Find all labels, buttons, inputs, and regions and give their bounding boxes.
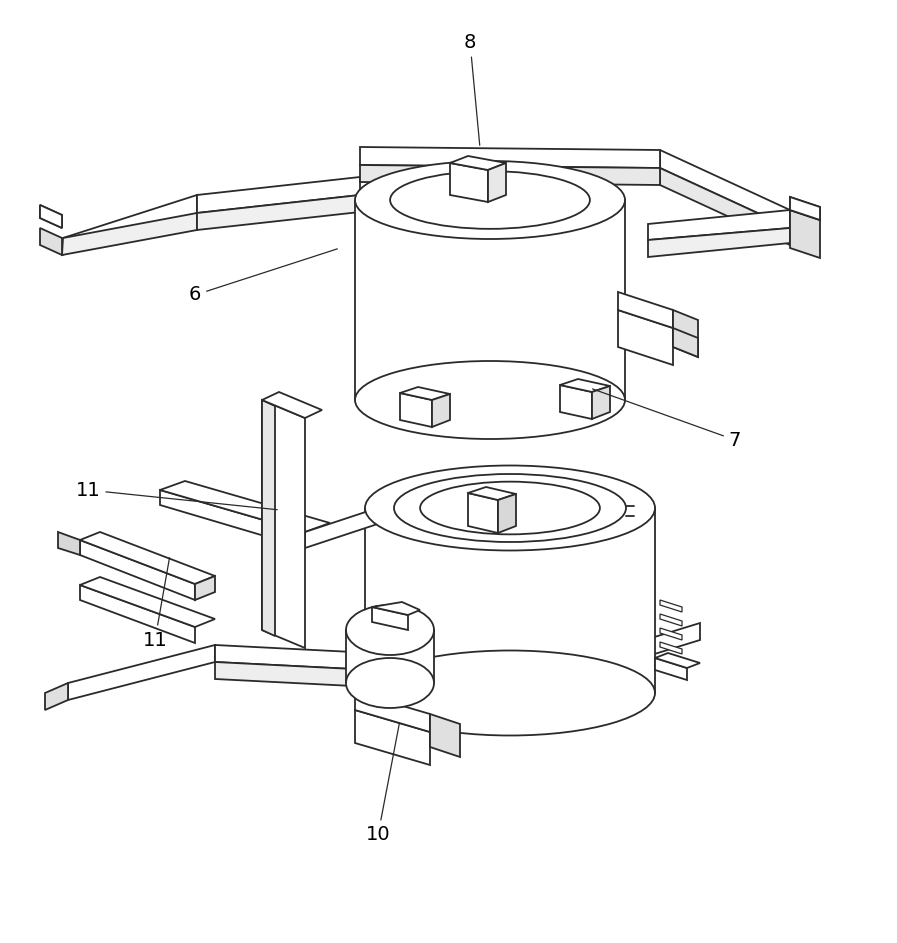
Polygon shape xyxy=(45,683,68,710)
Polygon shape xyxy=(660,150,790,228)
Ellipse shape xyxy=(346,658,434,708)
Polygon shape xyxy=(655,653,700,668)
Polygon shape xyxy=(570,623,700,680)
Polygon shape xyxy=(790,197,820,220)
Polygon shape xyxy=(673,310,698,357)
Polygon shape xyxy=(400,387,450,400)
Polygon shape xyxy=(618,310,673,365)
Polygon shape xyxy=(40,205,62,228)
Polygon shape xyxy=(372,602,420,615)
Polygon shape xyxy=(40,205,62,228)
Polygon shape xyxy=(372,607,408,630)
Polygon shape xyxy=(790,197,820,220)
Polygon shape xyxy=(346,625,434,685)
Polygon shape xyxy=(673,328,698,357)
Ellipse shape xyxy=(420,482,600,535)
Polygon shape xyxy=(498,494,516,533)
Polygon shape xyxy=(468,493,498,533)
Polygon shape xyxy=(355,710,430,765)
Polygon shape xyxy=(262,400,305,648)
Polygon shape xyxy=(305,494,420,548)
Polygon shape xyxy=(450,156,506,170)
Polygon shape xyxy=(58,532,80,555)
Polygon shape xyxy=(660,628,682,640)
Polygon shape xyxy=(68,645,215,700)
Polygon shape xyxy=(560,385,592,419)
Polygon shape xyxy=(215,645,570,680)
Polygon shape xyxy=(660,168,790,245)
Polygon shape xyxy=(430,714,460,757)
Polygon shape xyxy=(262,400,275,636)
Polygon shape xyxy=(618,292,673,328)
Polygon shape xyxy=(560,379,610,392)
Polygon shape xyxy=(215,662,570,697)
Polygon shape xyxy=(360,147,660,168)
Polygon shape xyxy=(790,210,820,258)
Ellipse shape xyxy=(355,161,625,239)
Polygon shape xyxy=(468,487,516,500)
Polygon shape xyxy=(355,200,625,400)
Polygon shape xyxy=(197,177,360,213)
Polygon shape xyxy=(660,614,682,626)
Text: 11: 11 xyxy=(143,557,170,650)
Polygon shape xyxy=(160,481,330,532)
Text: 8: 8 xyxy=(464,32,480,145)
Ellipse shape xyxy=(346,605,434,655)
Polygon shape xyxy=(488,163,506,202)
Polygon shape xyxy=(655,658,687,680)
Polygon shape xyxy=(195,576,215,600)
Polygon shape xyxy=(400,393,432,427)
Polygon shape xyxy=(62,195,197,255)
Polygon shape xyxy=(648,210,790,240)
Polygon shape xyxy=(40,228,62,255)
Ellipse shape xyxy=(390,171,590,229)
Text: 7: 7 xyxy=(593,389,741,450)
Polygon shape xyxy=(432,394,450,427)
Polygon shape xyxy=(80,540,195,600)
Text: 6: 6 xyxy=(188,249,337,305)
Polygon shape xyxy=(160,490,305,548)
Polygon shape xyxy=(660,600,682,612)
Polygon shape xyxy=(62,213,197,255)
Text: 10: 10 xyxy=(366,722,399,845)
Polygon shape xyxy=(80,577,215,627)
Polygon shape xyxy=(80,532,215,584)
Ellipse shape xyxy=(365,466,655,551)
Ellipse shape xyxy=(394,474,626,542)
Ellipse shape xyxy=(365,651,655,736)
Polygon shape xyxy=(262,392,322,418)
Polygon shape xyxy=(365,508,655,693)
Polygon shape xyxy=(197,195,360,230)
Polygon shape xyxy=(80,585,195,643)
Polygon shape xyxy=(660,642,682,654)
Ellipse shape xyxy=(355,361,625,439)
Polygon shape xyxy=(355,692,430,732)
Polygon shape xyxy=(450,163,488,202)
Polygon shape xyxy=(360,165,660,185)
Polygon shape xyxy=(648,228,790,257)
Text: 11: 11 xyxy=(75,481,277,510)
Polygon shape xyxy=(592,386,610,419)
